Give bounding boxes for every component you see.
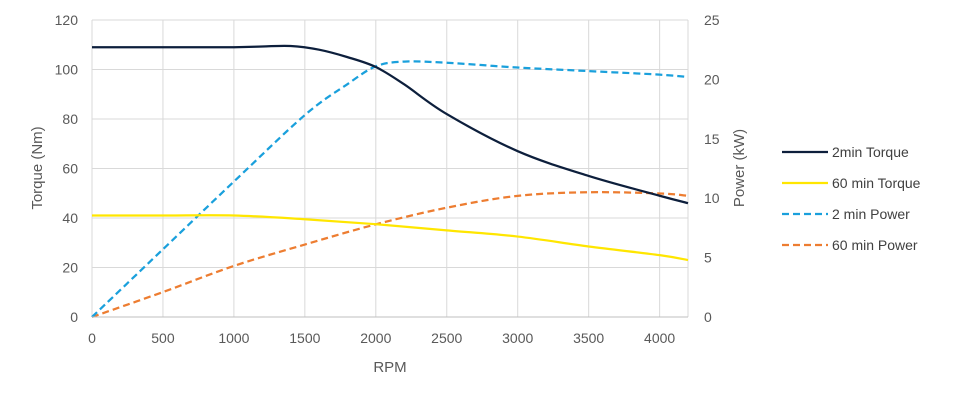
x-tick-label: 0: [88, 330, 96, 346]
y-tick-label: 20: [62, 260, 78, 276]
y2-tick-label: 0: [704, 309, 712, 325]
y-tick-label: 100: [55, 62, 79, 78]
x-tick-label: 500: [151, 330, 175, 346]
x-tick-label: 2500: [431, 330, 462, 346]
y2-tick-label: 20: [704, 71, 720, 87]
series-line-3: [91, 191, 689, 319]
x-tick-label: 1000: [218, 330, 249, 346]
x-tick-label: 2000: [360, 330, 391, 346]
series-line-1: [92, 214, 689, 262]
legend-label: 60 min Torque: [832, 175, 921, 191]
y2-axis-title: Power (kW): [731, 129, 748, 207]
series-line-0: [92, 44, 689, 205]
legend-label: 2 min Power: [832, 206, 910, 222]
y-tick-label: 80: [62, 111, 78, 127]
y2-tick-label: 5: [704, 250, 712, 266]
series-lines: [91, 44, 689, 319]
y-tick-label: 120: [55, 12, 79, 28]
x-tick-label: 3000: [502, 330, 533, 346]
legend-label: 2min Torque: [832, 144, 909, 160]
y-tick-label: 0: [70, 309, 78, 325]
x-tick-label: 1500: [289, 330, 320, 346]
y2-tick-label: 15: [704, 131, 720, 147]
y2-tick-label: 25: [704, 12, 720, 28]
x-axis-title: RPM: [373, 359, 406, 376]
legend-label: 60 min Power: [832, 237, 918, 253]
x-tick-label: 4000: [644, 330, 675, 346]
y-axis-title: Torque (Nm): [29, 126, 46, 209]
grid: [91, 19, 689, 317]
y-tick-label: 60: [62, 161, 78, 177]
y2-tick-label: 10: [704, 190, 720, 206]
x-tick-label: 3500: [573, 330, 604, 346]
legend: 2min Torque 60 min Torque 2 min Power 60 mi…: [782, 144, 921, 253]
y-tick-label: 40: [62, 210, 78, 226]
series-line-2: [91, 60, 689, 318]
